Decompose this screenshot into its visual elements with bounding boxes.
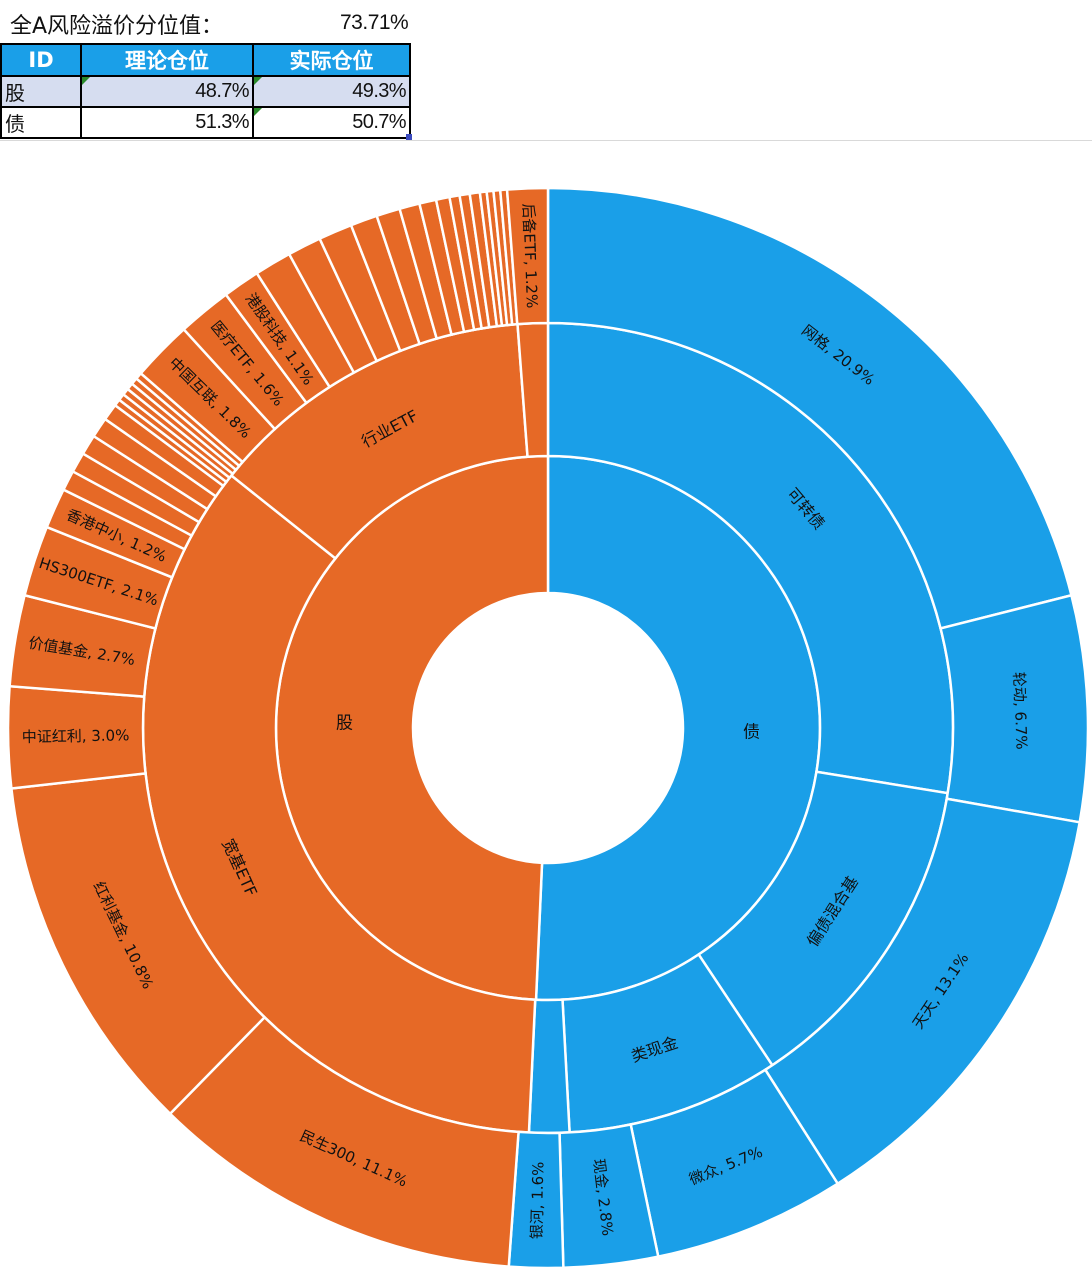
- sheet-divider: [0, 140, 1092, 141]
- col-header-theory: 理论仓位: [80, 43, 254, 77]
- error-flag-icon: [254, 77, 262, 85]
- actual-value: 50.7%: [352, 111, 406, 133]
- theory-cell[interactable]: 51.3%: [80, 106, 254, 139]
- outer-ring-label-41: 后备ETF, 1.2%: [519, 203, 541, 309]
- outer-ring-segment-41[interactable]: [505, 186, 550, 326]
- allocation-table: ID 理论仓位 实际仓位 股 48.7% 49.3% 债 51.3% 50.7%: [0, 43, 412, 140]
- actual-cell[interactable]: 50.7%: [252, 106, 412, 140]
- inner-ring-label-0: 债: [743, 722, 760, 742]
- theory-cell[interactable]: 48.7%: [80, 75, 254, 108]
- table-row: 股 48.7% 49.3%: [0, 75, 411, 108]
- table-header-row: ID 理论仓位 实际仓位: [0, 43, 411, 77]
- row-id-cell[interactable]: 债: [0, 106, 82, 139]
- risk-premium-label: 全A风险溢价分位值：: [10, 14, 224, 39]
- error-flag-icon: [82, 77, 90, 85]
- outer-ring-label-5: 银河, 1.6%: [528, 1161, 548, 1239]
- col-header-id: ID: [0, 43, 82, 77]
- row-id: 股: [5, 81, 25, 105]
- row-id-cell[interactable]: 股: [0, 75, 82, 108]
- outer-ring-label-1: 轮动, 6.7%: [1010, 672, 1031, 750]
- theory-value: 51.3%: [195, 111, 249, 133]
- error-flag-icon: [254, 108, 262, 116]
- col-header-actual: 实际仓位: [252, 43, 411, 77]
- row-id: 债: [5, 112, 25, 136]
- actual-value: 49.3%: [352, 80, 406, 102]
- outer-ring-segment-0[interactable]: [546, 186, 1073, 630]
- theory-value: 48.7%: [195, 80, 249, 102]
- inner-ring-label-1: 股: [336, 714, 353, 734]
- table-row: 债 51.3% 50.7%: [0, 106, 412, 140]
- risk-premium-value: 73.71%: [340, 11, 409, 34]
- fill-handle-icon[interactable]: [406, 134, 412, 140]
- outer-ring-label-8: 中证红利, 3.0%: [22, 726, 130, 746]
- actual-cell[interactable]: 49.3%: [252, 75, 411, 108]
